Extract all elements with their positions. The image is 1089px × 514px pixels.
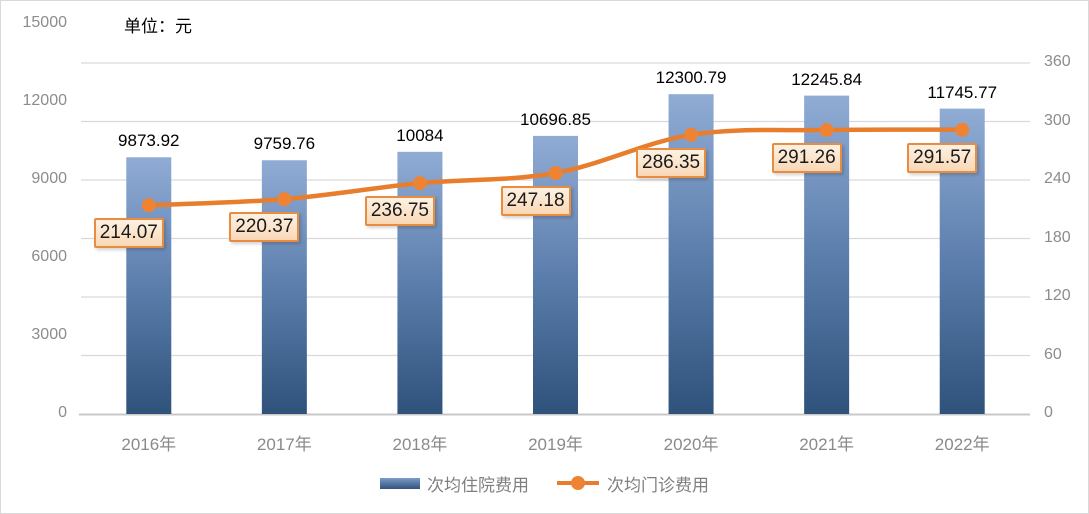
line-marker-2020年 [684,127,699,142]
legend-item: 次均门诊费用 [556,471,709,496]
left-axis-tick: 3000 [31,326,67,343]
line-value-label: 291.26 [771,143,842,174]
bar-value-label: 12245.84 [791,69,863,89]
left-axis-tick: 15000 [22,14,68,31]
legend-label: 次均门诊费用 [607,475,709,495]
line-marker-2021年 [819,123,834,138]
bar-value-label: 9873.92 [118,131,180,151]
right-axis-tick: 360 [1044,53,1071,70]
x-axis-label: 2021年 [799,435,855,454]
right-axis-tick: 240 [1044,170,1071,187]
right-axis-tick: 120 [1044,287,1071,304]
line-marker-2019年 [548,165,563,180]
right-axis-tick: 300 [1044,111,1071,129]
x-axis-label: 2019年 [528,435,583,454]
x-axis-label: 2016年 [121,435,177,454]
left-axis-tick: 12000 [22,92,68,109]
bar-2018年 [397,151,443,415]
line-marker-2022年 [955,122,970,137]
line-value-label: 286.35 [636,147,707,178]
bar-2020年 [668,94,714,415]
bar-value-label: 9759.76 [253,134,316,154]
bar-value-label: 10084 [396,125,444,145]
x-axis-label: 2018年 [392,435,448,454]
line-value-label: 291.57 [907,142,978,173]
bar-2019年 [533,135,578,414]
x-axis-label: 2020年 [663,435,719,454]
bar-value-label: 12300.79 [655,68,727,88]
line-marker-2017年 [277,192,292,207]
line-value-label: 214.07 [93,218,164,249]
bar-2016年 [126,157,172,414]
line-value-label: 220.37 [229,212,300,243]
right-axis-tick: 180 [1044,228,1071,246]
legend-bar-swatch-icon [380,477,420,489]
legend-item: 次均住院费用 [380,471,529,496]
unit-label: 单位：元 [124,17,192,36]
line-value-label: 247.18 [500,185,571,216]
x-axis-label: 2022年 [934,435,990,454]
bar-value-label: 11745.77 [927,82,998,102]
left-axis-tick: 6000 [31,248,67,265]
legend-label: 次均住院费用 [427,475,529,495]
right-axis-tick: 60 [1044,345,1062,363]
left-axis-tick: 0 [58,404,67,421]
line-value-label: 236.75 [364,196,435,227]
line-marker-2018年 [412,176,427,191]
legend: 次均住院费用 次均门诊费用 [1,470,1088,496]
left-axis-tick: 9000 [31,170,67,187]
right-axis-tick: 0 [1044,404,1053,421]
line-marker-2016年 [141,198,156,213]
x-axis-label: 2017年 [256,435,312,454]
legend-line-swatch-icon [557,476,599,490]
bar-value-label: 10696.85 [520,109,591,129]
